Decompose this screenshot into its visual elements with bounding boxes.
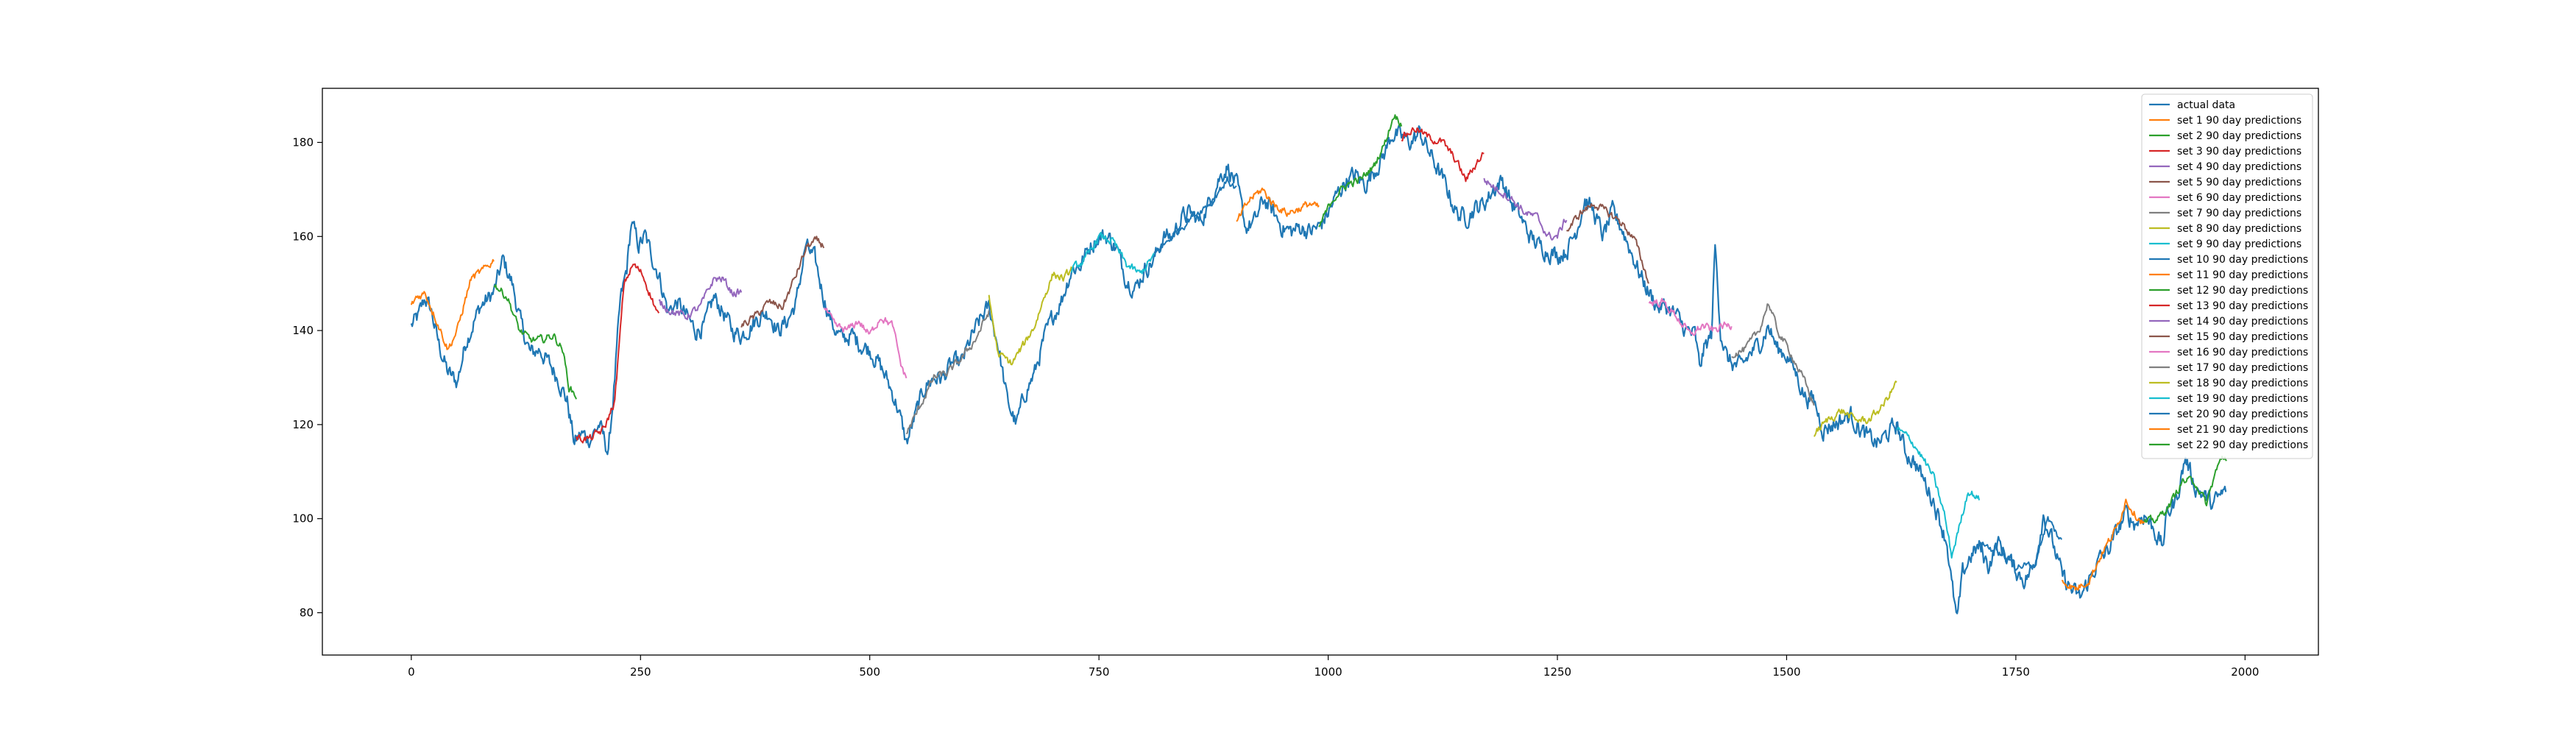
series-prediction-set-10 (1153, 176, 1237, 253)
legend-label: set 16 90 day predictions (2177, 347, 2308, 358)
x-axis: 0 250 500 750 1000 1250 1500 1750 2000 (408, 655, 2259, 679)
x-tick-label: 250 (630, 665, 651, 679)
series-actual-data (410, 124, 2227, 615)
series-prediction-set-8 (988, 266, 1072, 366)
series-prediction-set-12 (1318, 114, 1403, 227)
legend-label: set 5 90 day predictions (2177, 177, 2301, 188)
series-prediction-set-9 (1070, 232, 1155, 275)
series-prediction-set-14 (1483, 177, 1568, 241)
series-prediction-set-11 (1236, 187, 1320, 222)
legend-label: set 4 90 day predictions (2177, 161, 2301, 173)
series-prediction-set-16 (1648, 297, 1733, 336)
x-tick-label: 2000 (2231, 665, 2259, 679)
series-prediction-set-2 (493, 284, 578, 400)
y-tick-label: 120 (292, 418, 314, 431)
series-prediction-set-18 (1813, 381, 1897, 437)
series-prediction-set-5 (740, 236, 825, 328)
legend-label: set 17 90 day predictions (2177, 362, 2308, 374)
x-tick-label: 500 (859, 665, 880, 679)
y-tick-label: 100 (292, 512, 314, 526)
legend-box (2141, 93, 2313, 459)
y-tick-label: 180 (292, 135, 314, 149)
series-prediction-set-17 (1731, 303, 1815, 406)
y-axis: 80 100 120 140 160 180 (292, 135, 322, 619)
legend-label: set 10 90 day predictions (2177, 254, 2308, 266)
x-tick-label: 750 (1089, 665, 1110, 679)
series-prediction-set-15 (1565, 203, 1649, 284)
legend-label: set 3 90 day predictions (2177, 146, 2301, 158)
legend-label: set 20 90 day predictions (2177, 408, 2308, 420)
x-tick-label: 1500 (1772, 665, 1800, 679)
series-prediction-set-21 (2062, 498, 2145, 591)
series-prediction-set-4 (658, 276, 743, 321)
y-tick-label: 160 (292, 230, 314, 243)
legend-label: set 15 90 day predictions (2177, 331, 2308, 343)
series-prediction-set-7 (905, 310, 990, 435)
legend-label: set 13 90 day predictions (2177, 300, 2308, 312)
series-layer (410, 114, 2227, 615)
plot-frame (322, 88, 2319, 656)
legend-label: actual data (2177, 99, 2235, 111)
legend-label: set 18 90 day predictions (2177, 378, 2308, 389)
x-tick-label: 1000 (1314, 665, 1342, 679)
x-tick-label: 0 (408, 665, 415, 679)
series-prediction-set-22 (2143, 456, 2227, 524)
y-tick-label: 140 (292, 324, 314, 337)
series-prediction-set-19 (1896, 426, 1981, 559)
x-tick-label: 1750 (2002, 665, 2030, 679)
series-prediction-set-3 (576, 263, 660, 444)
series-prediction-set-6 (824, 308, 907, 379)
x-tick-label: 1250 (1543, 665, 1571, 679)
legend-label: set 14 90 day predictions (2177, 316, 2308, 328)
legend-label: set 9 90 day predictions (2177, 238, 2301, 250)
legend-label: set 6 90 day predictions (2177, 192, 2301, 204)
series-prediction-set-1 (410, 258, 495, 350)
legend-label: set 21 90 day predictions (2177, 424, 2308, 436)
legend-label: set 1 90 day predictions (2177, 115, 2301, 127)
legend-label: set 2 90 day predictions (2177, 130, 2301, 142)
legend-label: set 7 90 day predictions (2177, 208, 2301, 219)
legend-label: set 12 90 day predictions (2177, 285, 2308, 297)
legend-label: set 22 90 day predictions (2177, 439, 2308, 451)
legend-label: set 19 90 day predictions (2177, 393, 2308, 405)
series-prediction-set-13 (1401, 127, 1485, 183)
legend-label: set 11 90 day predictions (2177, 269, 2308, 281)
legend-label: set 8 90 day predictions (2177, 223, 2301, 235)
legend: actual data set 1 90 day predictions set 2… (2141, 93, 2313, 459)
y-tick-label: 80 (300, 606, 314, 619)
series-prediction-set-20 (1978, 516, 2063, 571)
